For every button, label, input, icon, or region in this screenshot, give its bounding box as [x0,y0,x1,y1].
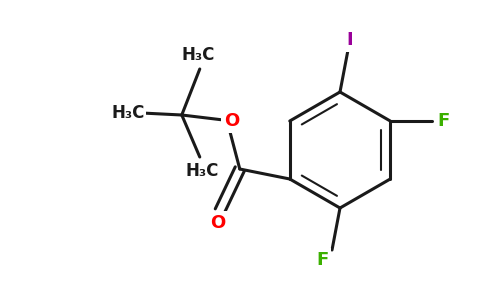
Text: H₃C: H₃C [111,104,144,122]
Text: F: F [437,112,449,130]
Text: O: O [224,112,240,130]
Text: H₃C: H₃C [181,46,214,64]
Text: H₃C: H₃C [185,162,218,180]
Text: O: O [210,214,226,232]
Text: I: I [347,31,353,49]
Text: F: F [316,251,328,269]
